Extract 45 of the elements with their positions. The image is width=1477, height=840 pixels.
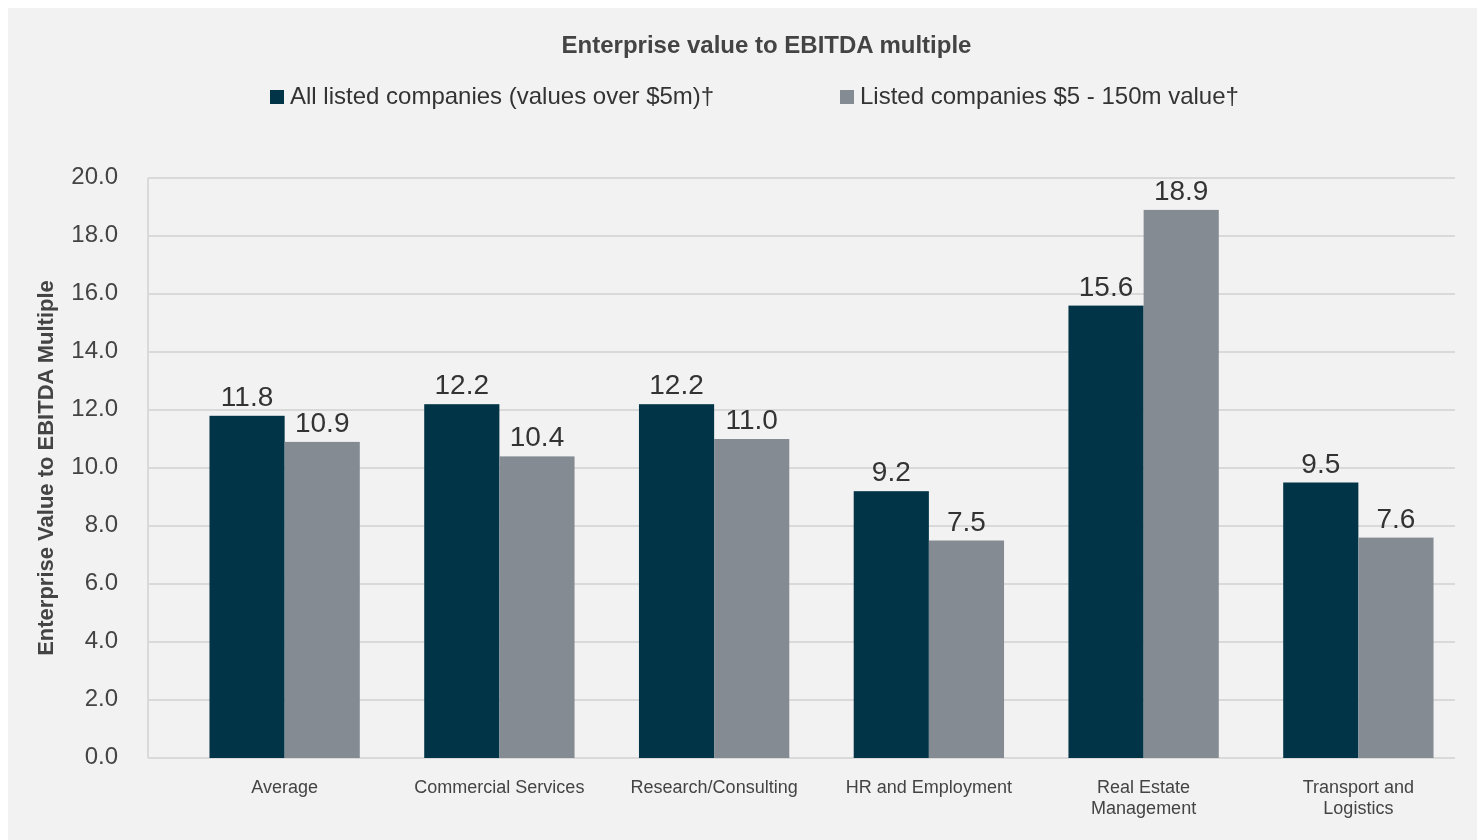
y-tick-label: 16.0 <box>71 278 118 306</box>
data-label: 9.5 <box>1301 447 1341 479</box>
bar <box>928 540 1005 758</box>
data-label: 18.9 <box>1153 174 1209 206</box>
bar <box>638 404 715 758</box>
bar <box>1068 305 1144 758</box>
y-tick-label: 4.0 <box>84 626 118 654</box>
y-tick-label: 0.0 <box>84 742 118 770</box>
data-label: 15.6 <box>1078 270 1134 302</box>
x-tick-label: Average <box>251 777 318 797</box>
x-tick-label: Commercial Services <box>414 777 585 797</box>
y-tick-label: 8.0 <box>84 510 118 538</box>
y-tick-label: 6.0 <box>84 568 118 596</box>
bar <box>1358 537 1434 758</box>
legend-label: All listed companies (values over $5m)† <box>290 82 715 110</box>
data-label: 12.2 <box>434 369 490 401</box>
bar <box>1283 482 1359 758</box>
data-label: 10.4 <box>509 421 565 453</box>
data-label: 9.2 <box>871 456 911 488</box>
bar <box>209 415 285 758</box>
x-tick-label: HR and Employment <box>845 777 1012 797</box>
data-label: 7.5 <box>946 505 986 537</box>
y-tick-label: 12.0 <box>71 394 118 422</box>
bar <box>853 491 929 758</box>
chart-title: Enterprise value to EBITDA multiple <box>561 31 972 58</box>
x-tick-label: Research/Consulting <box>630 777 798 797</box>
bar <box>714 439 790 758</box>
x-tick-label: Transport and Logistics <box>1302 777 1415 818</box>
y-tick-label: 20.0 <box>71 162 118 190</box>
y-axis-title: Enterprise Value to EBITDA Multiple <box>33 280 58 656</box>
data-label: 11.8 <box>220 380 274 412</box>
data-label: 12.2 <box>649 369 704 401</box>
x-tick-label: Real Estate Management <box>1091 777 1197 818</box>
bar <box>1143 209 1219 758</box>
bar <box>499 456 575 758</box>
y-tick-label: 18.0 <box>71 220 118 248</box>
legend-label: Listed companies $5 - 150m value† <box>860 82 1239 110</box>
bar <box>284 441 360 758</box>
data-label: 11.0 <box>725 404 778 435</box>
bar <box>424 404 500 758</box>
data-label: 7.6 <box>1376 502 1416 534</box>
data-label: 10.9 <box>294 406 350 438</box>
y-tick-label: 2.0 <box>84 684 118 712</box>
y-tick-label: 10.0 <box>71 452 118 480</box>
y-tick-label: 14.0 <box>71 336 118 364</box>
